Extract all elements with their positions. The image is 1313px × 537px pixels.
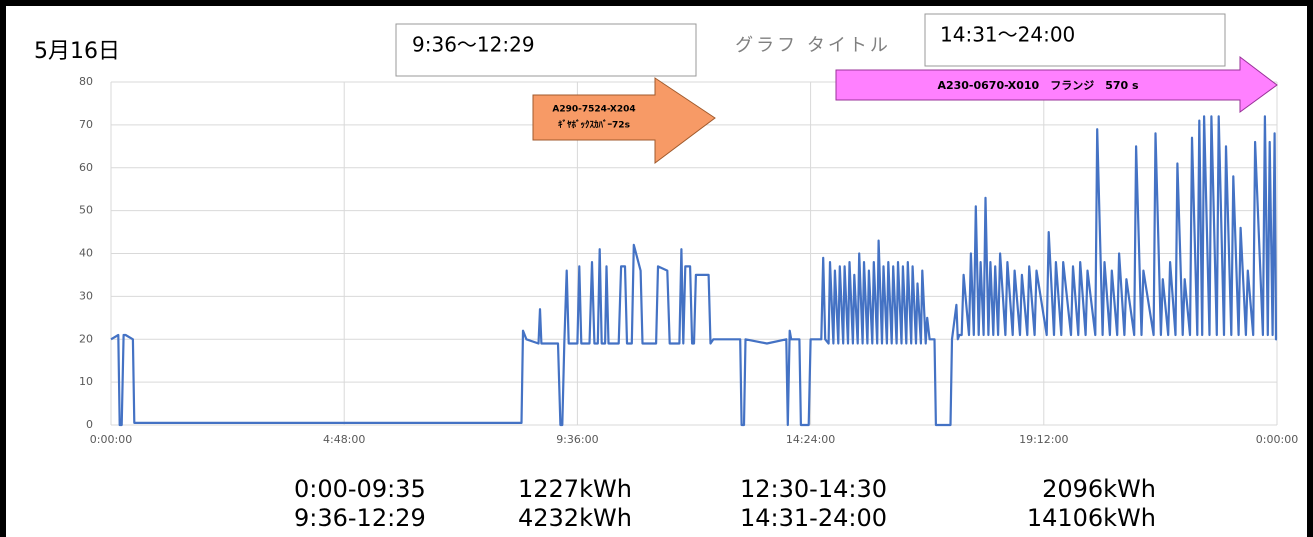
y-tick-label: 60 (79, 161, 93, 174)
y-tick-label: 40 (79, 247, 93, 260)
plot-area: 0 10 20 30 40 50 60 70 80 0:00:00 4:48:00 9:36:00 14… (79, 75, 1298, 446)
y-tick-label: 50 (79, 204, 93, 217)
y-tick-label: 80 (79, 75, 93, 88)
arrow-text: A290-7524-X204 (552, 105, 635, 115)
x-tick-label: 14:24:00 (786, 433, 835, 446)
time-box-text: 14:31〜24:00 (940, 23, 1075, 47)
summary-range: 14:31-24:00 (740, 504, 887, 532)
summary-energy: 14106kWh (1027, 504, 1156, 532)
chart-title: グラフ タイトル (735, 35, 891, 56)
summary-range: 9:36-12:29 (294, 504, 426, 532)
y-tick-label: 10 (79, 375, 93, 388)
summary-energy: 1227kWh (518, 475, 632, 503)
summary-range: 12:30-14:30 (740, 475, 887, 503)
date-label: 5月16日 (34, 39, 120, 64)
y-tick-label: 30 (79, 289, 93, 302)
arrow (532, 77, 716, 164)
line-series (110, 115, 1278, 427)
x-tick-label: 4:48:00 (323, 433, 365, 446)
time-box (924, 13, 1226, 67)
arrow-text: A230-0670-X010 フランジ 570 s (937, 79, 1139, 92)
y-tick-label: 0 (86, 418, 93, 431)
time-box-text: 9:36〜12:29 (412, 33, 535, 57)
arrow (835, 55, 1278, 113)
x-tick-label: 0:00:00 (1256, 433, 1298, 446)
x-tick-label: 9:36:00 (556, 433, 598, 446)
y-tick-label: 70 (79, 118, 93, 131)
summary-energy: 2096kWh (1042, 475, 1156, 503)
x-tick-label: 19:12:00 (1019, 433, 1068, 446)
arrow-text: ｷﾞﾔﾎﾞｯｸｽｶﾊﾞｰ72s (558, 119, 630, 131)
summary-range: 0:00-09:35 (294, 475, 426, 503)
x-tick-label: 0:00:00 (90, 433, 132, 446)
time-box (395, 23, 697, 77)
y-tick-label: 20 (79, 332, 93, 345)
summary-energy: 4232kWh (518, 504, 632, 532)
